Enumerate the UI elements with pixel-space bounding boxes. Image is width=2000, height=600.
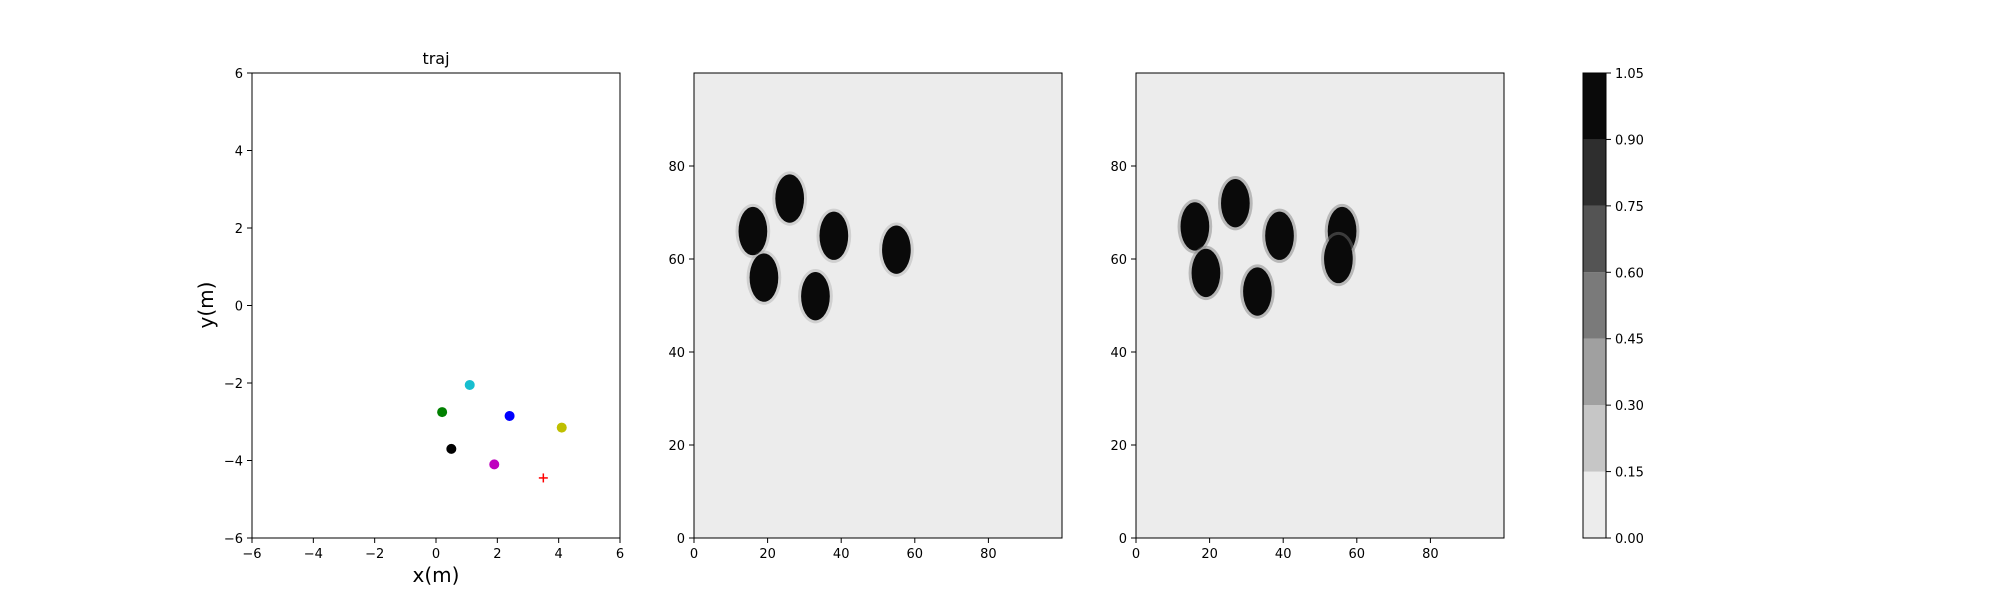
y-tick-label: 0 (1119, 532, 1127, 547)
scatter-point (464, 379, 475, 390)
heatmap-blob (819, 211, 849, 260)
colorbar-tick-label: 0.90 (1615, 133, 1644, 148)
x-tick-label: −4 (304, 547, 323, 562)
x-tick-label: 20 (1201, 547, 1218, 562)
y-tick-label: 20 (1110, 439, 1127, 454)
heatmap-blob (1221, 179, 1250, 228)
x-tick-label: 60 (907, 547, 924, 562)
y-tick-label: 60 (1110, 253, 1127, 268)
heatmap-1-frame (693, 72, 1063, 539)
scatter-point (556, 422, 567, 433)
heatmap-blob (738, 206, 768, 256)
y-tick-label: 80 (668, 160, 685, 175)
heatmap-blob (1191, 248, 1221, 298)
colorbar-frame (1582, 72, 1607, 539)
y-tick-label: 40 (1110, 346, 1127, 361)
x-tick-label: 0 (690, 547, 698, 562)
heatmap-2-frame (1135, 72, 1505, 539)
y-tick-label: −4 (224, 455, 243, 470)
colorbar-tick-label: 0.45 (1615, 333, 1644, 348)
y-tick-label: −6 (224, 532, 243, 547)
y-tick-label: 2 (235, 222, 243, 237)
y-tick-label: 80 (1110, 160, 1127, 175)
trajectory-panel: traj x(m) y(m) −6 −4 −2 0 2 4 6 −6 −4 −2 0 2 4 6 (194, 49, 624, 587)
heatmap-blob (882, 225, 911, 274)
y-tick-label: 4 (235, 145, 243, 160)
heatmap-1-background (694, 73, 1062, 538)
x-tick-label: 20 (759, 547, 776, 562)
y-tick-label: 40 (668, 346, 685, 361)
colorbar-tick-label: 0.60 (1615, 266, 1644, 281)
heatmap-blob (749, 253, 779, 302)
colorbar: 0.00 0.15 0.30 0.45 0.60 0.75 0.90 1.05 (1582, 67, 1644, 547)
x-tick-label: −6 (242, 547, 261, 562)
x-tick-label: 2 (493, 547, 501, 562)
colorbar-band (1583, 139, 1606, 206)
heatmap-blob (1243, 267, 1272, 316)
x-tick-label: 0 (1132, 547, 1140, 562)
heatmap-blob (801, 272, 830, 321)
colorbar-band (1583, 338, 1606, 406)
trajectory-title: traj (422, 49, 449, 68)
y-tick-label: 0 (235, 300, 243, 315)
colorbar-band (1583, 272, 1606, 339)
x-tick-label: −2 (365, 547, 384, 562)
scatter-point (489, 459, 500, 470)
heatmap-blob (775, 174, 805, 223)
x-tick-label: 6 (616, 547, 624, 562)
heatmap-blob (1265, 211, 1294, 260)
colorbar-band (1583, 405, 1606, 472)
scatter-point (504, 410, 515, 421)
scatter-point (446, 443, 457, 454)
y-tick-label: 6 (235, 67, 243, 82)
trajectory-plot-area (251, 72, 621, 539)
x-tick-label: 0 (432, 547, 440, 562)
y-tick-label: −2 (224, 377, 243, 392)
heatmap-blob (1324, 234, 1353, 284)
y-axis-label: y(m) (194, 282, 218, 329)
heatmap-panel-2: 0 20 40 60 80 0 20 40 60 80 (1110, 72, 1505, 562)
x-tick-label: 80 (980, 547, 997, 562)
scatter-point-goal (538, 473, 548, 483)
heatmap-blob (1180, 202, 1210, 251)
x-tick-label: 60 (1349, 547, 1366, 562)
colorbar-band (1583, 205, 1606, 273)
colorbar-band (1583, 471, 1606, 538)
scatter-point (437, 407, 448, 418)
x-axis-label: x(m) (413, 563, 460, 587)
x-tick-label: 40 (833, 547, 850, 562)
heatmap-panel-1: 0 20 40 60 80 0 20 40 60 80 (668, 72, 1063, 562)
x-tick-label: 80 (1422, 547, 1439, 562)
colorbar-tick-label: 0.30 (1615, 399, 1644, 414)
colorbar-tick-label: 0.00 (1615, 532, 1644, 547)
y-tick-label: 20 (668, 439, 685, 454)
heatmap-2-background (1136, 73, 1504, 538)
x-tick-label: 40 (1275, 547, 1292, 562)
colorbar-tick-label: 0.15 (1615, 466, 1644, 481)
y-tick-label: 60 (668, 253, 685, 268)
y-tick-label: 0 (677, 532, 685, 547)
colorbar-tick-label: 0.75 (1615, 200, 1644, 215)
x-tick-label: 4 (555, 547, 563, 562)
colorbar-tick-label: 1.05 (1615, 67, 1644, 82)
colorbar-band (1583, 73, 1606, 140)
